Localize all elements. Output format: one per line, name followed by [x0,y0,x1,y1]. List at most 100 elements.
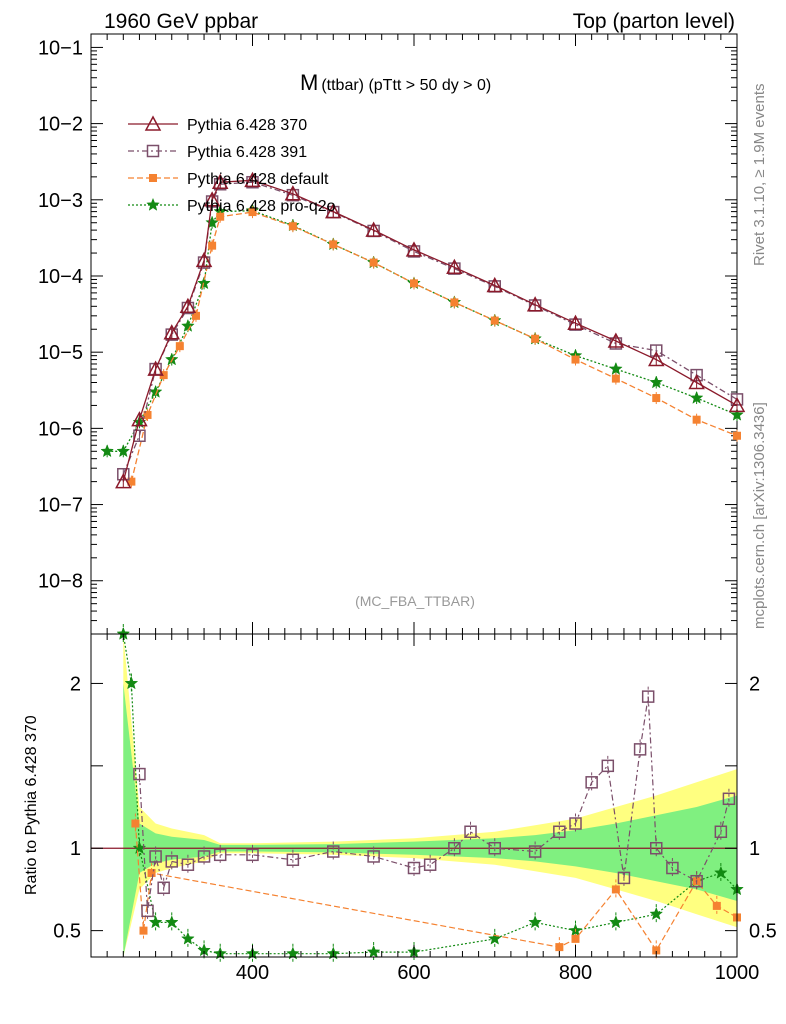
p370-point-2 [147,360,164,376]
pdefault-point-15 [571,355,580,364]
p370-point-19 [688,373,705,390]
pdefault-point-4 [191,311,200,320]
ratio-ytick-label-right: 0.5 [749,921,777,943]
ratio-ytick-label-right: 2 [749,673,760,695]
ratio-p391-point-8 [246,848,259,862]
legend-label: Pythia 6.428 pro-q2o [187,198,336,215]
ratio-ytick-label: 0.5 [53,921,81,943]
ratio-xtick-label: 1000 [715,962,760,984]
pproq2o-point-20 [689,390,704,404]
p370-point-15 [526,296,544,312]
ratio-pdefault-point-6 [652,946,661,955]
main-y-axis: 10−8 10−7 10−6 10−5 10−4 10−3 10−2 10−1 [38,34,738,635]
ratio-p391-point-23 [633,743,647,756]
ratio-line-p391 [138,696,730,911]
ratio-p391-point-13 [423,858,437,871]
main-ytick-label: 10−1 [38,37,83,59]
ratio-p391-point-12 [407,861,421,875]
ratio-p391-point-21 [601,759,615,773]
pproq2o-point-21 [730,407,744,421]
pproq2o-point-5 [181,318,195,332]
ratio-pproq2o-point-5 [181,931,195,945]
ratio-band [91,634,738,957]
plot-title-sub: (ttbar) (pTtt > 50 dy > 0) [321,77,491,94]
ratio-p391-point-18 [553,825,566,839]
ratio-pproq2o-point-1 [124,676,139,690]
ratio-p391-point-24 [641,690,655,703]
pdefault-point-18 [692,415,701,424]
legend-label: Pythia 6.428 391 [187,144,307,161]
watermark: (MC_FBA_TTBAR) [355,593,475,609]
ratio-p391-point-3 [157,881,170,895]
p370-point-3 [163,324,181,340]
ratio-p391-point-0 [133,767,146,781]
pdefault-point-17 [652,394,661,403]
legend-p370-point-0 [144,115,162,131]
ratio-xtick-label: 400 [236,962,269,984]
ratio-pdefault-point-0 [131,819,140,828]
series-pdefault [127,206,741,488]
pdefault-point-3 [175,342,184,351]
ratio-pdefault-point-1 [139,926,148,935]
main-ytick-label: 10−6 [38,418,83,440]
ratio-p391-point-2 [149,850,162,863]
pproq2o-point-6 [197,276,211,290]
pdefault-point-13 [490,316,499,325]
main-ytick-label: 10−3 [38,190,83,212]
ratio-pproq2o-point-11 [366,944,381,958]
p370-point-4 [179,297,197,314]
ratio-pproq2o-point-16 [609,915,623,929]
ratio-ytick-label-right: 1 [749,838,760,860]
ratio-line-pproq2o [122,633,738,955]
legend-p391-point-0 [146,144,160,158]
legend-item-p391: Pythia 6.428 391 [128,144,307,161]
ratio-p391-point-10 [327,845,340,858]
pdefault-point-7 [248,208,257,217]
p370-point-10 [324,203,342,219]
ratio-p391-point-1 [141,904,154,918]
ratio-xtick-label: 800 [559,962,592,984]
ratio-series-pproq2o [116,624,744,964]
ratio-p391-point-26 [666,861,679,875]
pdefault-point-5 [208,241,217,250]
ratio-pdefault-point-8 [712,901,721,910]
ratio-pdefault-point-2 [147,868,156,877]
ratio-p391-point-25 [650,841,663,855]
p370-point-18 [647,350,665,367]
ratio-x-axis: 400 600 800 1000 [106,634,760,984]
process-label: Top (parton level) [573,10,735,33]
ratio-ylabel: Ratio to Pythia 6.428 370 [23,715,40,895]
ratio-p391-point-9 [286,853,300,867]
pproq2o-point-0 [100,444,114,458]
pdefault-point-10 [369,258,378,267]
p370-point-16 [567,314,584,330]
ratio-ytick-label: 1 [70,838,81,860]
ratio-p391-point-28 [714,825,728,839]
pdefault-point-6 [216,212,225,221]
plot-title-main: M [300,70,318,95]
legend-pdefault-point-0 [149,174,157,182]
pdefault-point-14 [531,334,540,343]
pdefault-point-0 [127,477,136,486]
ratio-p391-point-5 [181,858,195,871]
series-p370 [115,171,746,489]
ratio-series [116,624,744,964]
ratio-p391-point-11 [367,850,380,863]
energy-label: 1960 GeV ppbar [104,10,258,33]
series-line-p391 [122,181,738,475]
series-pproq2o [100,203,744,458]
ratio-panel: 0.5 0.5 1 1 2 2 400 600 800 1000 Ratio to Pythia… [23,624,777,984]
ratio-p391-point-17 [528,845,542,858]
p370-point-12 [405,241,423,257]
ratio-pproq2o-point-13 [487,931,502,945]
ratio-pdefault-point-5 [611,885,620,894]
ratio-pproq2o-point-19 [714,865,728,879]
main-panel: 10−8 10−7 10−6 10−5 10−4 10−3 10−2 10−1 M (ttbar… [38,33,746,635]
legend: Pythia 6.428 370 Pythia 6.428 391 Pythia 6… [128,115,336,215]
p370-point-17 [607,332,625,348]
p370-point-7 [211,173,229,189]
p370-point-20 [728,396,746,413]
p370-point-6 [203,191,221,207]
mcplots-label: mcplots.cern.ch [arXiv:1306.3436] [751,402,768,629]
pdefault-point-9 [329,240,338,249]
